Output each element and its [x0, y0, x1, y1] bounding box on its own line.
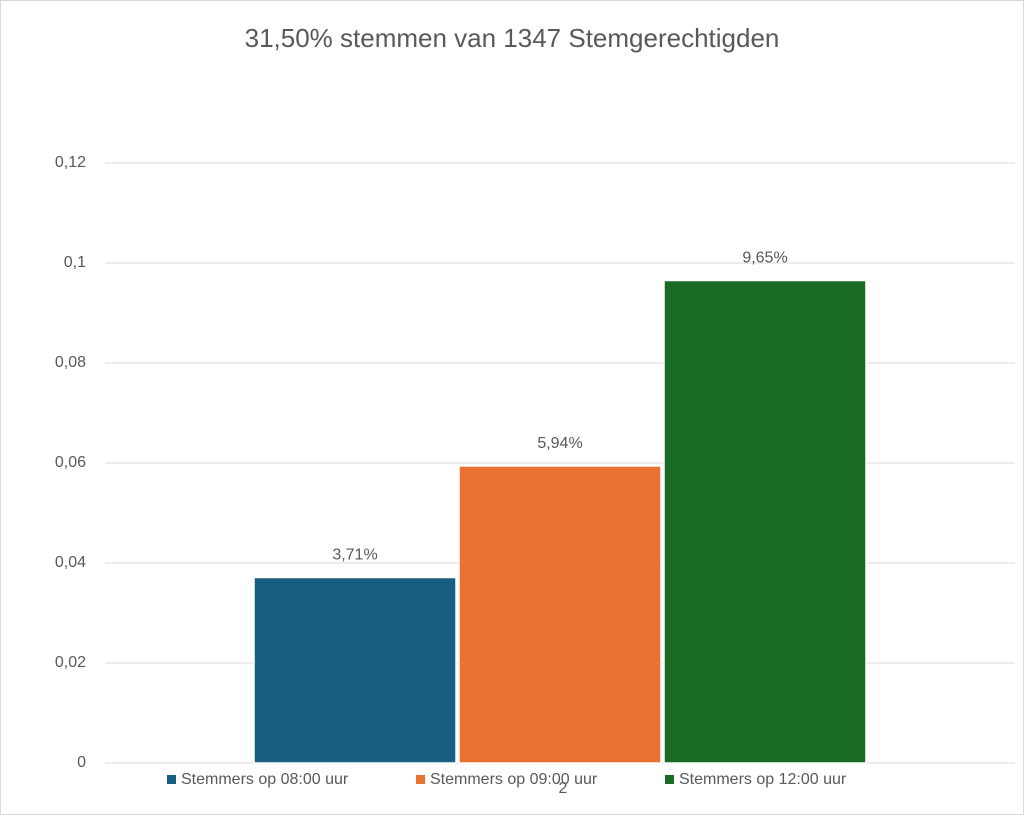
legend-swatch: [665, 775, 674, 784]
legend-label: Stemmers op 08:00 uur: [181, 771, 349, 788]
y-tick-label: 0,04: [55, 554, 86, 571]
y-tick-label: 0,06: [55, 454, 86, 471]
x-tick-label: 2: [559, 780, 568, 797]
data-label: 3,71%: [332, 547, 377, 564]
data-label: 9,65%: [742, 250, 787, 267]
legend-label: Stemmers op 09:00 uur: [430, 771, 598, 788]
legend-swatch: [416, 775, 425, 784]
y-tick-label: 0,1: [64, 254, 86, 271]
chart-title: 31,50% stemmen van 1347 Stemgerechtigden: [245, 23, 780, 53]
y-tick-label: 0,12: [55, 154, 86, 171]
y-tick-label: 0,02: [55, 654, 86, 671]
bar: [663, 279, 867, 764]
data-label: 5,94%: [537, 435, 582, 452]
y-tick-label: 0,08: [55, 354, 86, 371]
legend-label: Stemmers op 12:00 uur: [679, 771, 847, 788]
bar: [458, 465, 662, 764]
legend-swatch: [167, 775, 176, 784]
bar: [253, 576, 457, 764]
y-tick-label: 0: [77, 754, 86, 771]
